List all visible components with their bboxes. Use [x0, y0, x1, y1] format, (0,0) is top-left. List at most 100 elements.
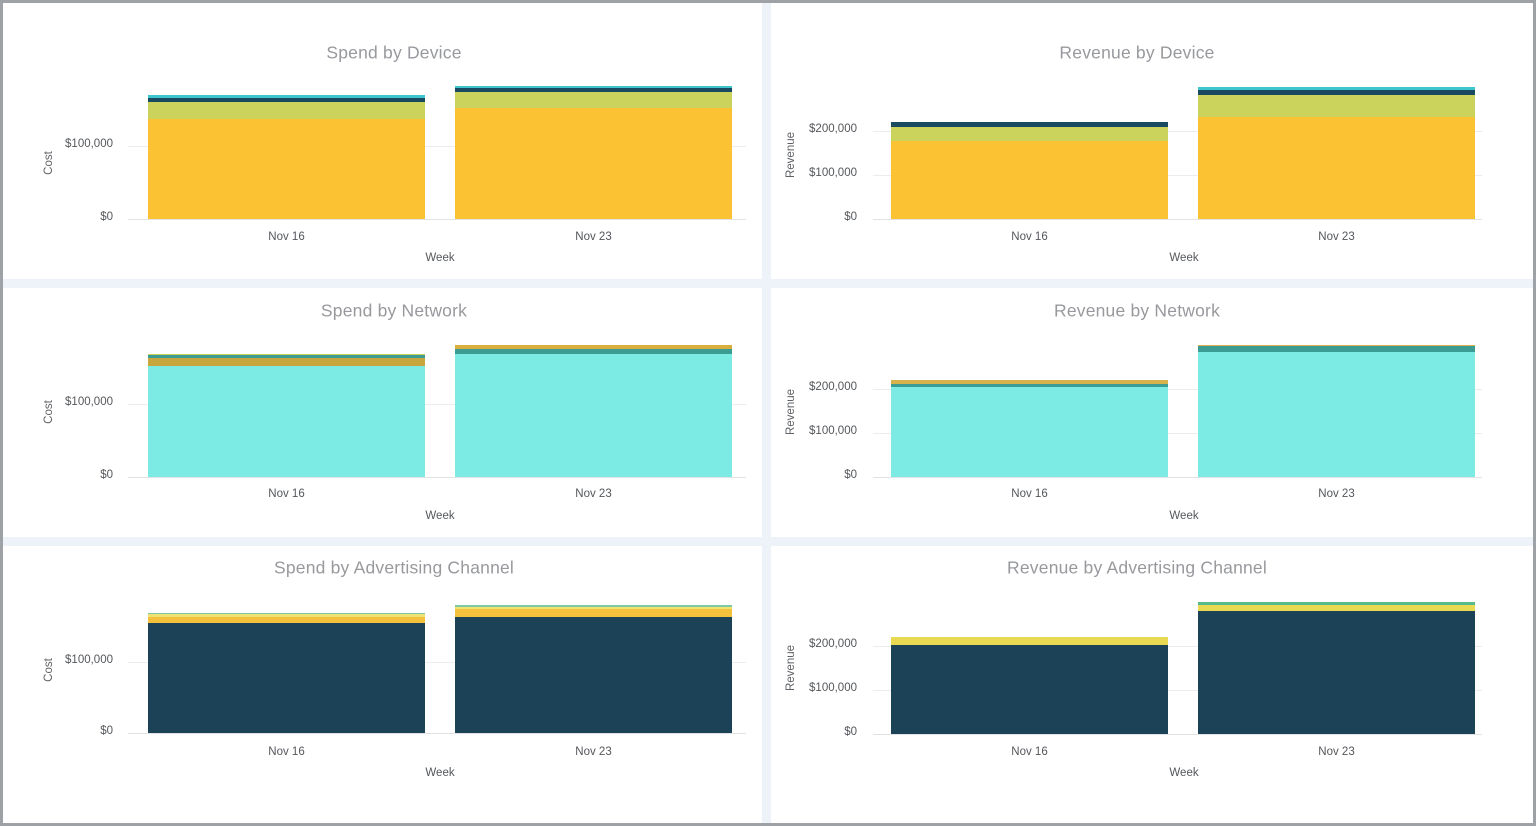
x-tick-label: Nov 16 — [268, 231, 305, 243]
chart-title: Revenue by Network — [1053, 300, 1221, 321]
x-tick-label: Nov 23 — [575, 488, 612, 500]
y-tick-label: $100,000 — [65, 654, 113, 666]
gridline — [128, 404, 746, 405]
bar-nov-23 — [455, 604, 732, 734]
y-tick-label: $0 — [100, 211, 113, 223]
x-axis-title: Week — [1169, 252, 1199, 264]
bar-segment-navy[interactable] — [455, 616, 732, 733]
gridline — [873, 433, 1482, 434]
bar-segment-mint[interactable] — [148, 613, 425, 615]
x-tick-label: Nov 23 — [1318, 488, 1355, 500]
y-tick-label: $0 — [844, 211, 857, 223]
x-axis-title: Week — [1169, 767, 1199, 779]
bar-segment-dark-teal[interactable] — [455, 87, 732, 93]
x-tick-label: Nov 16 — [1011, 231, 1048, 243]
bar-segment-pale-yellow[interactable] — [148, 614, 425, 617]
bar-segment-amber[interactable] — [148, 616, 425, 623]
bar-segment-cyan[interactable] — [1198, 87, 1475, 90]
bar-segment-teal[interactable] — [455, 348, 732, 354]
bar-segment-teal[interactable] — [1198, 345, 1475, 353]
y-tick-label: $100,000 — [809, 167, 857, 179]
bar-segment-cyan[interactable] — [455, 86, 732, 88]
bar-segment-olive[interactable] — [148, 102, 425, 120]
bar-segment-pale-yellow[interactable] — [455, 606, 732, 610]
bar-segment-gold[interactable] — [148, 357, 425, 366]
bar-segment-amber[interactable] — [455, 609, 732, 617]
y-tick-label: $0 — [844, 726, 857, 738]
y-tick-label: $100,000 — [65, 137, 113, 150]
bar-nov-23 — [455, 86, 732, 219]
bar-segment-turquoise[interactable] — [455, 353, 732, 477]
bar-segment-teal[interactable] — [148, 354, 425, 358]
bar-nov-23 — [455, 344, 732, 477]
bar-segment-cyan[interactable] — [148, 94, 425, 99]
x-tick-label: Nov 23 — [1318, 746, 1355, 758]
bar-segment-turquoise[interactable] — [148, 365, 425, 477]
x-axis-title: Week — [425, 510, 455, 522]
bar-nov-16 — [148, 353, 425, 477]
bar-segment-yellow[interactable] — [1198, 117, 1475, 219]
bar-segment-olive[interactable] — [1198, 95, 1475, 118]
gridline — [873, 734, 1482, 735]
chart-title: Spend by Device — [326, 42, 462, 63]
y-tick-label: $0 — [100, 469, 113, 481]
chart-title: Spend by Advertising Channel — [273, 557, 515, 578]
bar-segment-gold[interactable] — [891, 380, 1168, 384]
bar-segment-yellow[interactable] — [891, 637, 1168, 645]
bar-segment-turquoise[interactable] — [891, 386, 1168, 477]
bar-segment-yellow[interactable] — [1198, 605, 1475, 612]
panel-divider-vertical — [762, 3, 771, 823]
gridline — [128, 145, 746, 147]
y-tick-label: $100,000 — [809, 425, 857, 437]
bar-segment-olive[interactable] — [148, 353, 425, 355]
bar-segment-navy[interactable] — [891, 644, 1168, 734]
x-axis-title: Week — [1169, 510, 1199, 522]
bar-segment-yellow[interactable] — [148, 119, 425, 219]
bar-segment-dark-teal[interactable] — [891, 122, 1168, 128]
bar-segment-olive[interactable] — [455, 92, 732, 109]
bar-segment-dark-teal[interactable] — [148, 98, 425, 103]
chart-title: Revenue by Advertising Channel — [1007, 557, 1267, 578]
bar-segment-navy[interactable] — [148, 622, 425, 733]
y-tick-label: $0 — [844, 469, 857, 481]
x-tick-label: Nov 16 — [268, 746, 305, 758]
bar-nov-23 — [1198, 87, 1475, 219]
bar-segment-navy[interactable] — [1198, 611, 1475, 734]
bar-segment-yellow[interactable] — [891, 141, 1168, 219]
bar-segment-olive[interactable] — [891, 127, 1168, 142]
bar-segment-gold[interactable] — [1198, 345, 1475, 346]
chart-title: Revenue by Device — [1059, 42, 1215, 63]
gridline — [873, 690, 1482, 691]
y-tick-label: $0 — [100, 725, 113, 737]
y-tick-label: $200,000 — [809, 638, 857, 650]
gridline — [873, 131, 1482, 132]
bar-nov-23 — [1198, 602, 1475, 734]
y-tick-label: $100,000 — [65, 396, 113, 408]
bar-segment-gold[interactable] — [455, 344, 732, 349]
bar-nov-16 — [891, 380, 1168, 477]
x-axis-title: Week — [425, 767, 455, 779]
bar-segment-dark-teal[interactable] — [1198, 89, 1475, 96]
bar-segment-mint[interactable] — [455, 604, 732, 607]
panel-divider-horizontal-2 — [3, 537, 1533, 546]
bar-segment-turquoise[interactable] — [1198, 352, 1475, 477]
panel-divider-horizontal-1 — [3, 279, 1533, 288]
gridline — [128, 219, 746, 220]
gridline — [128, 477, 746, 478]
gridline — [873, 646, 1482, 647]
bar-nov-23 — [1198, 345, 1475, 477]
x-tick-label: Nov 16 — [1011, 746, 1048, 758]
bar-segment-teal[interactable] — [891, 383, 1168, 387]
bar-segment-green[interactable] — [1198, 602, 1475, 606]
chart-title: Spend by Network — [320, 300, 468, 321]
x-tick-label: Nov 23 — [1318, 231, 1355, 243]
y-tick-label: $200,000 — [809, 123, 857, 135]
bar-nov-16 — [891, 122, 1168, 219]
gridline — [128, 733, 746, 734]
bar-segment-yellow[interactable] — [455, 108, 732, 219]
